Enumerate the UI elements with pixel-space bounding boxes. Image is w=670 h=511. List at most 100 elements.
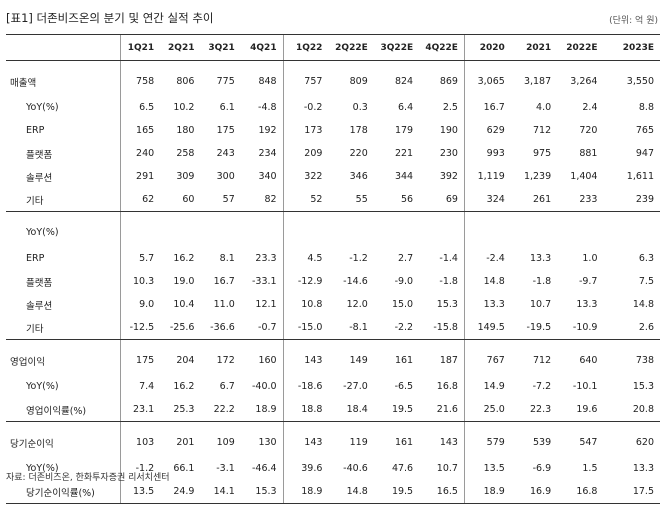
page-title: [표1] 더존비즈온의 분기 및 연간 실적 추이: [6, 11, 214, 25]
cell-value: 720: [579, 125, 598, 136]
column-header: 4Q21: [240, 34, 284, 61]
cell-value: 1,611: [626, 171, 654, 182]
cell-value: 947: [635, 148, 654, 159]
cell-value: 103: [120, 421, 161, 457]
row-label: ERP: [26, 253, 45, 264]
column-header: 1Q22: [282, 34, 329, 61]
cell-value: 757: [282, 60, 329, 96]
cell-value: 17.5: [603, 480, 660, 504]
cell-value: 173: [282, 119, 329, 142]
cell-value: 15.3: [240, 480, 284, 504]
cell-value: 149.5: [463, 316, 511, 340]
cell-value: 16.8: [557, 480, 604, 504]
table-row: ERP 165 180 175 192 173 178 179 190 629 712 720 765: [6, 119, 660, 142]
cell-value: 82: [240, 188, 284, 212]
cell-value: 13.3: [463, 293, 511, 316]
cell-value: 18.9: [240, 398, 284, 422]
cell-value: -8.1: [328, 316, 374, 340]
cell-value: 165: [120, 119, 161, 142]
cell-value: [463, 211, 511, 247]
column-header: 1Q21: [120, 34, 161, 61]
table-header-row: 1Q21 2Q21 3Q21 4Q21 1Q22 2Q22E 3Q22E 4Q22E 2020 2…: [6, 34, 660, 61]
cell-value: 620: [635, 437, 654, 448]
cell-value: 809: [349, 76, 368, 87]
table-row: YoY(%) 7.4 16.2 6.7 -40.0 -18.6 -27.0 -6.5 16.8 1…: [6, 375, 660, 398]
cell-value: 55: [328, 188, 374, 212]
cell-value: 10.3: [120, 270, 161, 293]
cell-value: 309: [176, 171, 195, 182]
table-row: YoY(%) -1.2 66.1 -3.1 -46.4 39.6 -40.6 47.6 10.7…: [6, 457, 660, 480]
cell-value: 392: [439, 171, 458, 182]
row-label: 솔루션: [26, 300, 53, 312]
cell-value: 0.3: [352, 102, 368, 113]
cell-value: 4.5: [282, 247, 329, 270]
cell-value: 179: [394, 125, 414, 136]
cell-value: 239: [603, 188, 660, 212]
cell-value: 824: [394, 76, 414, 87]
cell-value: 47.6: [391, 463, 414, 474]
cell-value: -36.6: [200, 316, 241, 340]
cell-value: -1.2: [349, 253, 368, 264]
cell-value: 10.4: [173, 299, 195, 310]
cell-value: 172: [216, 355, 235, 366]
cell-value: [511, 212, 557, 248]
cell-value: 119: [349, 437, 368, 448]
cell-value: -9.7: [578, 276, 598, 287]
cell-value: 16.7: [213, 276, 235, 287]
cell-value: 18.9: [463, 480, 511, 504]
cell-value: 14.8: [632, 299, 654, 310]
cell-value: 16.8: [436, 381, 458, 392]
cell-value: 12.0: [346, 299, 368, 310]
table-row: 영업이익 175 204 172 160 143 149 161 187 767 712 640 738: [6, 339, 660, 375]
cell-value: 6.7: [219, 381, 235, 392]
cell-value: 13.3: [632, 463, 654, 474]
column-header: 2020: [463, 34, 511, 61]
cell-value: 806: [176, 76, 195, 87]
cell-value: 66.1: [173, 463, 195, 474]
cell-value: 8.8: [638, 102, 654, 113]
cell-value: 16.9: [510, 480, 558, 504]
cell-value: -46.4: [251, 463, 277, 474]
cell-value: 13.5: [120, 480, 161, 504]
cell-value: 209: [282, 142, 329, 165]
cell-value: -40.6: [343, 463, 368, 474]
cell-value: 10.7: [529, 299, 552, 310]
cell-value: 6.1: [219, 102, 235, 113]
cell-value: 221: [394, 148, 414, 159]
cell-value: 344: [394, 171, 414, 182]
cell-value: 233: [557, 188, 604, 212]
cell-value: 130: [258, 437, 277, 448]
cell-value: 8.1: [219, 253, 235, 264]
row-label: 기타: [6, 316, 121, 340]
cell-value: 25.0: [463, 398, 511, 422]
cell-value: -6.5: [394, 381, 414, 392]
financial-table: 1Q21 2Q21 3Q21 4Q21 1Q22 2Q22E 3Q22E 4Q22E 2020 2…: [6, 34, 660, 504]
cell-value: -27.0: [343, 381, 368, 392]
cell-value: 1,239: [523, 171, 552, 182]
cell-value: 340: [258, 171, 277, 182]
cell-value: 2.6: [603, 316, 660, 340]
row-label: YoY(%): [26, 463, 59, 474]
cell-value: 1.5: [582, 463, 598, 474]
row-label: 매출액: [10, 77, 37, 89]
cell-value: 192: [258, 125, 277, 136]
cell-value: -2.2: [373, 316, 420, 340]
cell-value: -1.8: [439, 276, 458, 287]
cell-value: 13.3: [529, 253, 552, 264]
cell-value: 14.1: [200, 480, 241, 504]
cell-value: 19.5: [373, 480, 420, 504]
cell-value: -6.9: [532, 463, 552, 474]
cell-value: 19.0: [173, 276, 195, 287]
row-label: 당기순이익: [10, 438, 54, 450]
cell-value: 2.4: [582, 102, 598, 113]
cell-value: 5.7: [120, 247, 161, 270]
cell-value: 143: [439, 437, 458, 448]
cell-value: 201: [176, 437, 195, 448]
cell-value: 869: [439, 76, 458, 87]
table-row: 영업이익률(%) 23.1 25.3 22.2 18.9 18.8 18.4 19.5 21.6…: [6, 398, 660, 422]
cell-value: [120, 211, 161, 247]
cell-value: 21.6: [419, 398, 465, 422]
cell-value: 2.5: [442, 102, 458, 113]
cell-value: 20.8: [603, 398, 660, 422]
column-header: 2Q21: [160, 34, 201, 61]
